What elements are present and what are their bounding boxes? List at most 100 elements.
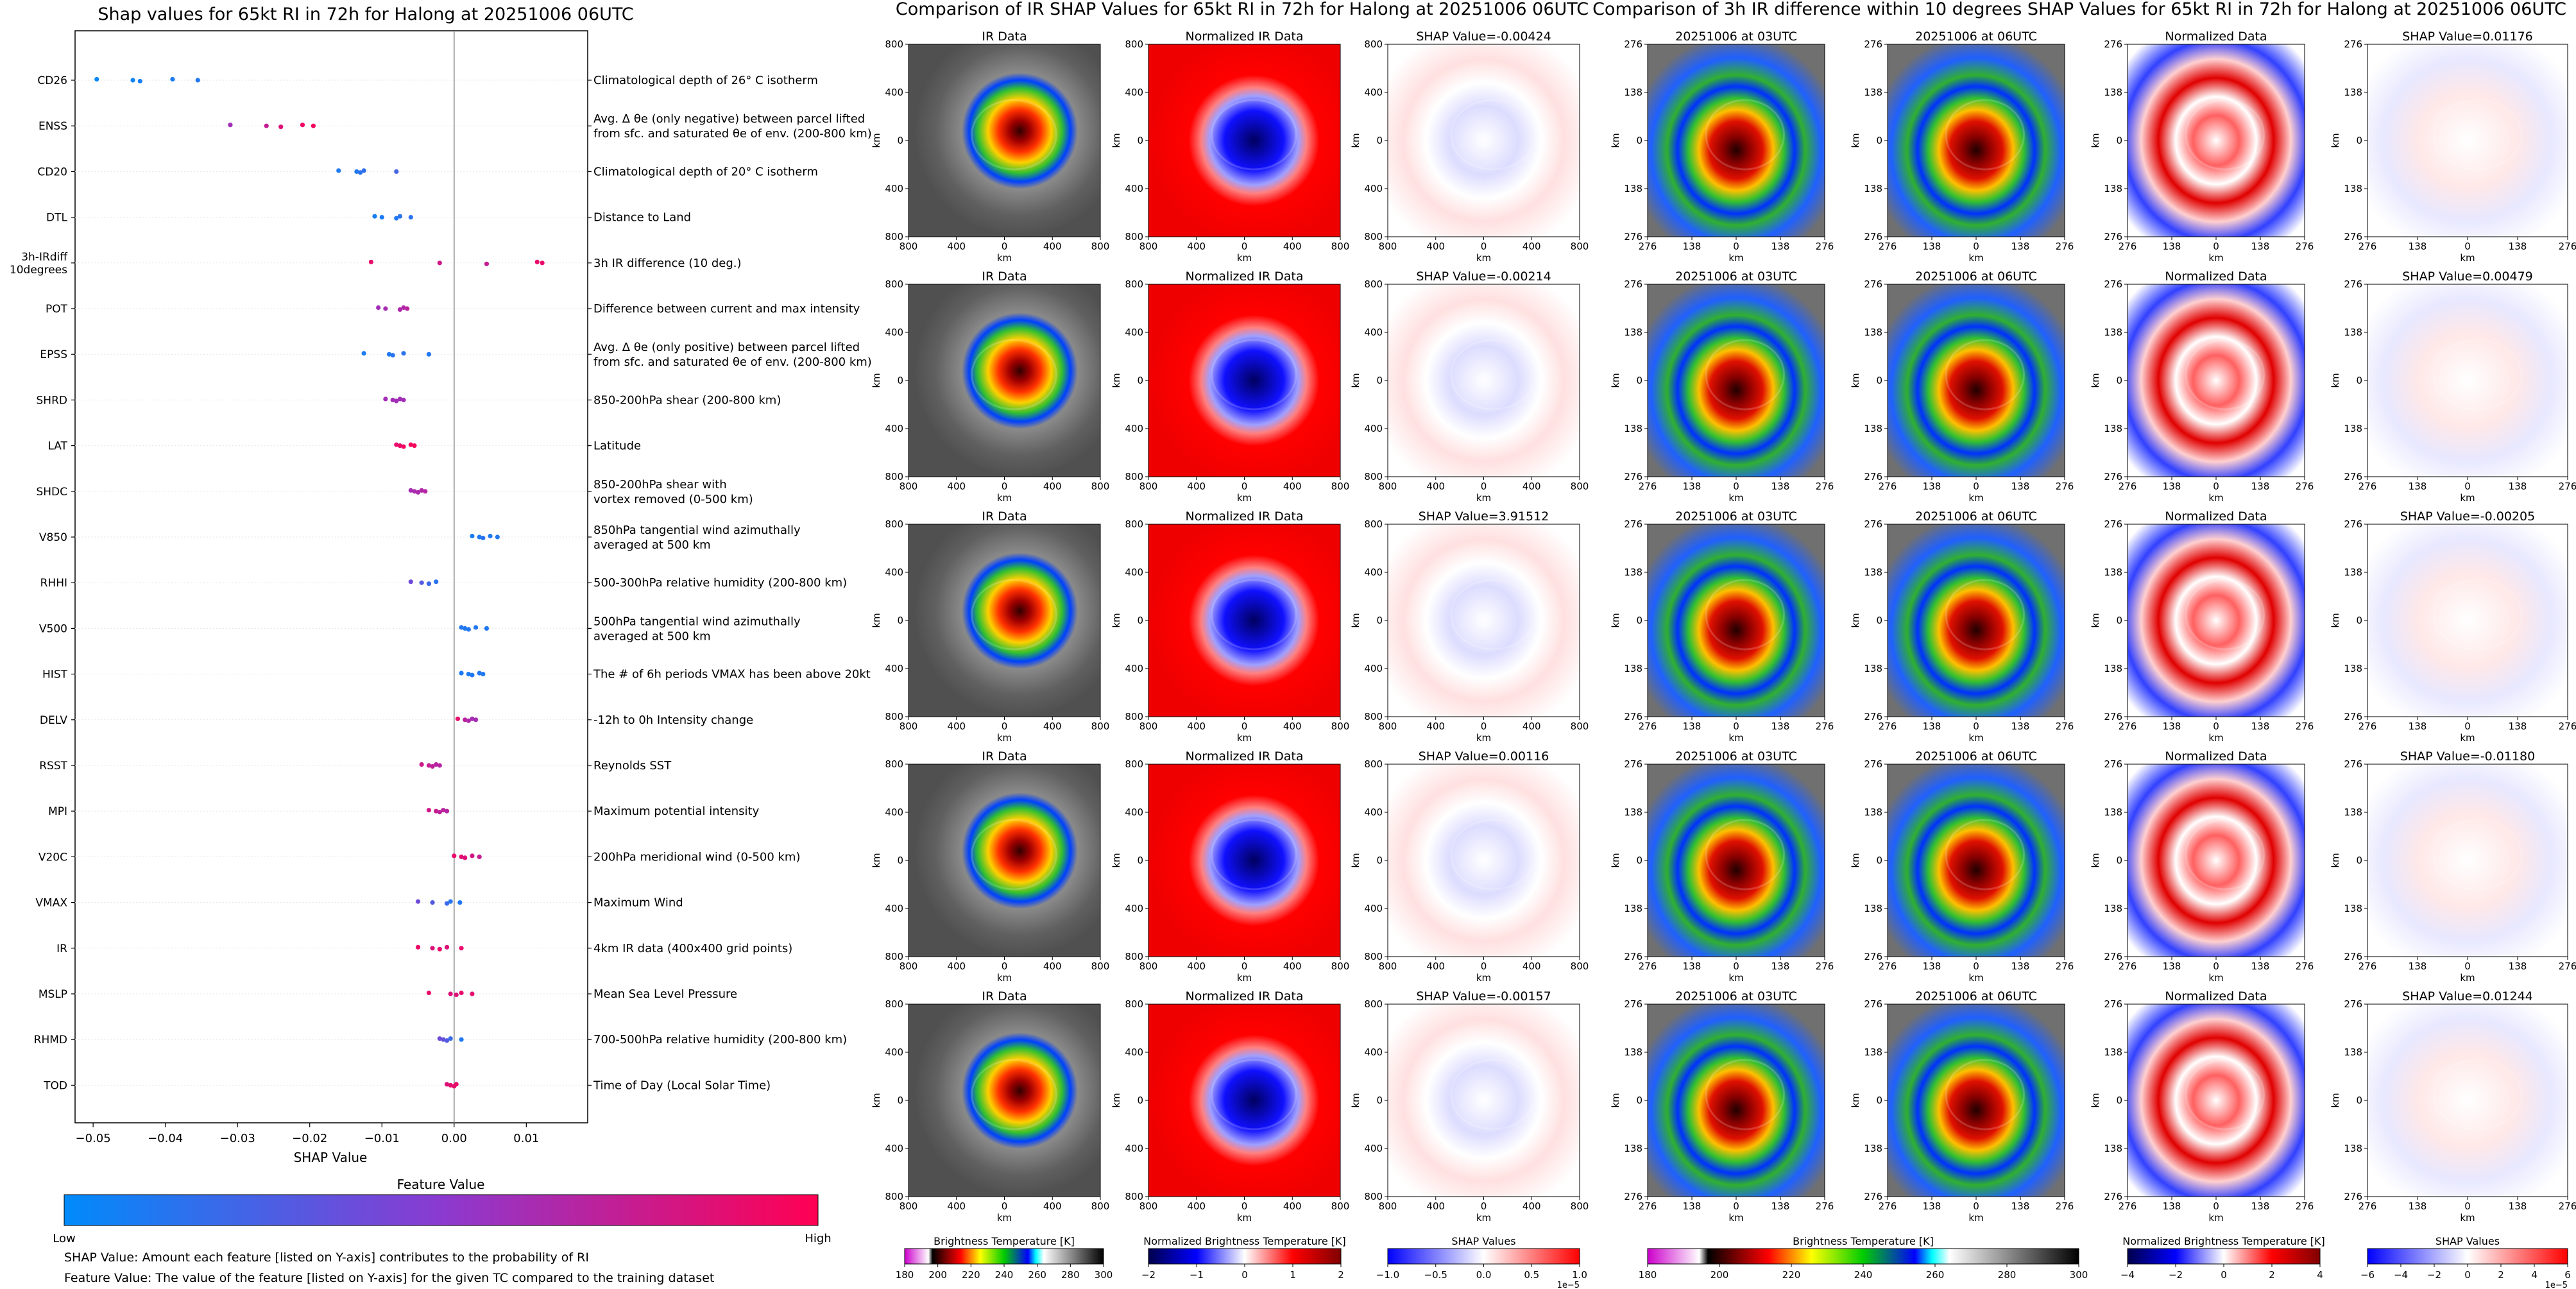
shap-note-2: Feature Value: The value of the feature … — [64, 1271, 714, 1285]
x-tick-label: 800 — [1571, 1200, 1589, 1212]
shap-point — [481, 535, 486, 541]
y-axis-label: km — [2090, 373, 2101, 388]
x-tick-label: 276 — [2559, 241, 2576, 252]
x-tick-label: 400 — [947, 960, 966, 972]
x-tick-label: 138 — [2509, 1200, 2527, 1212]
shap-point — [448, 899, 453, 904]
x-tick-label: −0.04 — [148, 1132, 183, 1145]
shap-point — [488, 533, 493, 539]
shap-point — [455, 716, 461, 721]
diff-normalized-colorbar-bar — [2127, 1248, 2321, 1265]
y-tick-label: 276 — [2104, 1191, 2122, 1202]
y-tick-label: 400 — [1364, 327, 1383, 338]
x-tick-label: 138 — [1923, 960, 1941, 972]
x-tick-label: 0 — [1241, 481, 1248, 492]
cbar-tick-label: 2 — [2498, 1269, 2504, 1281]
x-tick-label: 276 — [2056, 1200, 2074, 1212]
x-tick-label: 138 — [2251, 481, 2270, 492]
x-tick-label: 0 — [1973, 1200, 1979, 1212]
y-tick-label: 138 — [2344, 903, 2362, 914]
spiral-band — [2432, 339, 2523, 411]
x-tick-label: 276 — [2296, 1200, 2314, 1212]
y-tick-label: 400 — [1364, 807, 1383, 818]
y-tick-label: 0 — [1137, 135, 1143, 146]
y-axis-label: km — [1850, 853, 1861, 867]
shap-note-1: SHAP Value: Amount each feature [listed … — [64, 1251, 589, 1265]
y-axis-label: km — [1850, 373, 1861, 388]
spiral-band — [1450, 339, 1537, 411]
shap-point — [434, 762, 439, 767]
feature-name-label: ENSS — [38, 120, 67, 133]
diff-normalized-colorbar: Normalized Brightness Temperature [K] −4 −… — [2120, 1235, 2325, 1281]
diff-shap-image-title: SHAP Value=-0.00205 — [2400, 509, 2535, 524]
y-tick-label: 400 — [1125, 327, 1143, 338]
x-tick-label: 138 — [1923, 241, 1941, 252]
diff-shap-image-title: SHAP Value=0.01244 — [2402, 989, 2533, 1003]
x-tick-label: 400 — [1523, 1200, 1541, 1212]
y-tick-label: 400 — [1364, 903, 1383, 914]
x-tick-label: 138 — [2163, 241, 2181, 252]
x-axis-label: km — [1968, 972, 1983, 984]
y-tick-label: 138 — [1624, 423, 1642, 434]
shap-point — [534, 259, 540, 264]
x-tick-label: 0 — [2464, 1200, 2471, 1212]
shap-point — [372, 214, 377, 219]
y-tick-label: 800 — [885, 758, 903, 770]
shap-point — [430, 764, 435, 769]
shap-point — [401, 397, 406, 403]
x-axis-label: km — [997, 492, 1012, 504]
y-tick-label: 400 — [1364, 663, 1383, 674]
x-tick-label: 138 — [2251, 1200, 2270, 1212]
feature-description: Latitude — [593, 440, 641, 453]
y-tick-label: 400 — [1125, 183, 1143, 194]
shap-point — [437, 763, 442, 768]
shap-point — [426, 581, 432, 586]
feature-description: Maximum Wind — [593, 896, 683, 910]
x-tick-label: 800 — [1091, 481, 1110, 492]
ir-shap-image-panel: SHAP Value=-0.00424800800400400004004008… — [1350, 30, 1589, 264]
cbar-tick-label: 2 — [1338, 1269, 1344, 1281]
shap-point — [448, 1082, 453, 1088]
y-tick-label: 0 — [897, 1095, 903, 1106]
y-tick-label: 0 — [1636, 135, 1642, 146]
y-axis-label: km — [1111, 1093, 1122, 1107]
y-tick-label: 400 — [885, 87, 903, 98]
x-tick-label: 800 — [1139, 241, 1158, 252]
y-tick-label: 800 — [885, 38, 903, 50]
y-tick-label: 276 — [2104, 711, 2122, 722]
y-tick-label: 276 — [2104, 231, 2122, 243]
normalized-ir-image — [1148, 764, 1341, 957]
shap-point — [264, 123, 269, 128]
normalized-ir-image-title: Normalized IR Data — [1186, 749, 1304, 764]
x-tick-label: 138 — [1771, 960, 1790, 972]
x-tick-label: 400 — [947, 481, 966, 492]
y-axis-label: km — [1350, 853, 1361, 867]
ir-data-image-title: IR Data — [982, 269, 1027, 284]
y-tick-label: 800 — [1125, 471, 1143, 482]
y-tick-label: 0 — [1876, 135, 1882, 146]
y-tick-label: 400 — [885, 567, 903, 578]
feature-description: Avg. Δ θe (only negative) between parcel… — [593, 112, 865, 126]
x-tick-label: 400 — [1426, 241, 1445, 252]
y-tick-label: 0 — [1376, 135, 1383, 146]
shap-point — [412, 489, 417, 494]
normalized-diff-image-panel: Normalized Data2762761381380013813827627… — [2090, 989, 2314, 1224]
x-tick-label: 400 — [947, 241, 966, 252]
y-tick-label: 800 — [1125, 518, 1143, 530]
x-axis-label: km — [1968, 252, 1983, 264]
y-axis-label: km — [871, 853, 882, 867]
spiral-band — [2185, 819, 2265, 891]
y-tick-label: 0 — [2356, 375, 2362, 386]
x-tick-label: 800 — [1091, 241, 1110, 252]
ir-06utc-image-panel: 20251006 at 06UTC27627613813800138138276… — [1850, 989, 2074, 1224]
x-tick-label: 800 — [1091, 1200, 1110, 1212]
cbar-tick-label: −2 — [1141, 1269, 1156, 1281]
x-tick-label: 400 — [1187, 481, 1206, 492]
x-tick-label: 800 — [1331, 241, 1350, 252]
shap-point — [394, 398, 399, 404]
shap-point — [423, 489, 428, 494]
y-tick-label: 138 — [1624, 1143, 1642, 1154]
x-tick-label: 276 — [2119, 1200, 2137, 1212]
x-tick-label: 800 — [1331, 481, 1350, 492]
y-tick-label: 0 — [897, 135, 903, 146]
